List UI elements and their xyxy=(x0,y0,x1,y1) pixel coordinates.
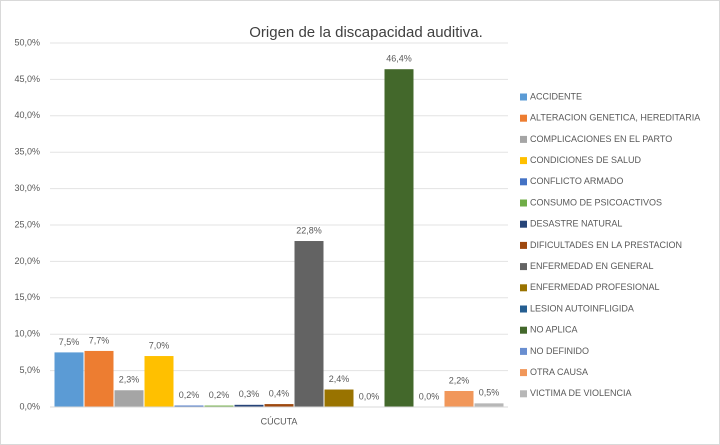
legend-label: ENFERMEDAD EN GENERAL xyxy=(530,261,654,271)
value-label: 0,3% xyxy=(239,389,260,399)
y-tick-label: 10,0% xyxy=(14,329,40,339)
value-label: 46,4% xyxy=(386,54,412,64)
legend-swatch xyxy=(520,326,527,334)
legend-swatch xyxy=(520,390,527,398)
legend-swatch xyxy=(520,347,527,355)
legend-label: CONFLICTO ARMADO xyxy=(530,176,623,186)
value-label: 0,0% xyxy=(419,391,440,401)
value-label: 0,5% xyxy=(479,388,500,398)
legend-label: ENFERMEDAD PROFESIONAL xyxy=(530,282,660,292)
legend-swatch xyxy=(520,369,527,377)
legend-label: DESASTRE NATURAL xyxy=(530,219,622,229)
legend-label: ACCIDENTE xyxy=(530,91,582,101)
value-label: 7,0% xyxy=(149,340,170,350)
legend-swatch xyxy=(520,284,527,292)
bar xyxy=(174,405,204,407)
legend-label: DIFICULTADES EN LA PRESTACION xyxy=(530,240,682,250)
legend-swatch xyxy=(520,178,527,186)
y-tick-label: 40,0% xyxy=(14,110,40,120)
legend-label: NO DEFINIDO xyxy=(530,346,589,356)
legend-swatch xyxy=(520,199,527,207)
bar xyxy=(474,403,504,407)
y-tick-label: 15,0% xyxy=(14,292,40,302)
value-label: 0,4% xyxy=(269,388,290,398)
x-tick-label: CÚCUTA xyxy=(261,416,298,426)
value-label: 0,0% xyxy=(359,391,380,401)
legend-swatch xyxy=(520,135,527,143)
bar xyxy=(444,390,474,407)
legend-swatch xyxy=(520,220,527,228)
legend-swatch xyxy=(520,157,527,165)
y-tick-label: 20,0% xyxy=(14,256,40,266)
bar xyxy=(144,356,174,407)
y-tick-label: 45,0% xyxy=(14,74,40,84)
bar xyxy=(294,241,324,407)
value-label: 2,2% xyxy=(449,375,470,385)
legend-swatch xyxy=(520,114,527,122)
legend-swatch xyxy=(520,263,527,271)
legend-label: LESION AUTOINFLIGIDA xyxy=(530,303,634,313)
bar xyxy=(264,404,294,407)
y-tick-label: 25,0% xyxy=(14,219,40,229)
y-tick-label: 35,0% xyxy=(14,147,40,157)
value-label: 22,8% xyxy=(296,225,322,235)
legend-swatch xyxy=(520,93,527,101)
bar xyxy=(384,69,414,407)
legend-label: COMPLICACIONES EN EL PARTO xyxy=(530,134,672,144)
legend-label: OTRA CAUSA xyxy=(530,367,588,377)
bar xyxy=(114,390,144,407)
bar xyxy=(234,404,264,407)
bar xyxy=(324,389,354,407)
y-tick-label: 0,0% xyxy=(19,401,40,411)
value-label: 7,7% xyxy=(89,335,110,345)
bar xyxy=(54,352,84,407)
legend-label: CONDICIONES DE SALUD xyxy=(530,155,642,165)
value-label: 0,2% xyxy=(179,390,200,400)
legend-swatch xyxy=(520,305,527,313)
legend-label: CONSUMO DE PSICOACTIVOS xyxy=(530,197,662,207)
value-label: 0,2% xyxy=(209,390,230,400)
bar xyxy=(84,350,114,407)
legend-label: VICTIMA DE VIOLENCIA xyxy=(530,388,632,398)
value-label: 2,3% xyxy=(119,375,140,385)
bar xyxy=(204,405,234,407)
legend-label: ALTERACION GENETICA, HEREDITARIA xyxy=(530,113,700,123)
y-tick-label: 5,0% xyxy=(19,365,40,375)
y-tick-label: 30,0% xyxy=(14,183,40,193)
legend-label: NO APLICA xyxy=(530,325,578,335)
y-tick-label: 50,0% xyxy=(14,37,40,47)
value-label: 2,4% xyxy=(329,374,350,384)
value-label: 7,5% xyxy=(59,337,80,347)
chart-title: Origen de la discapacidad auditiva. xyxy=(249,24,482,41)
legend-swatch xyxy=(520,241,527,249)
